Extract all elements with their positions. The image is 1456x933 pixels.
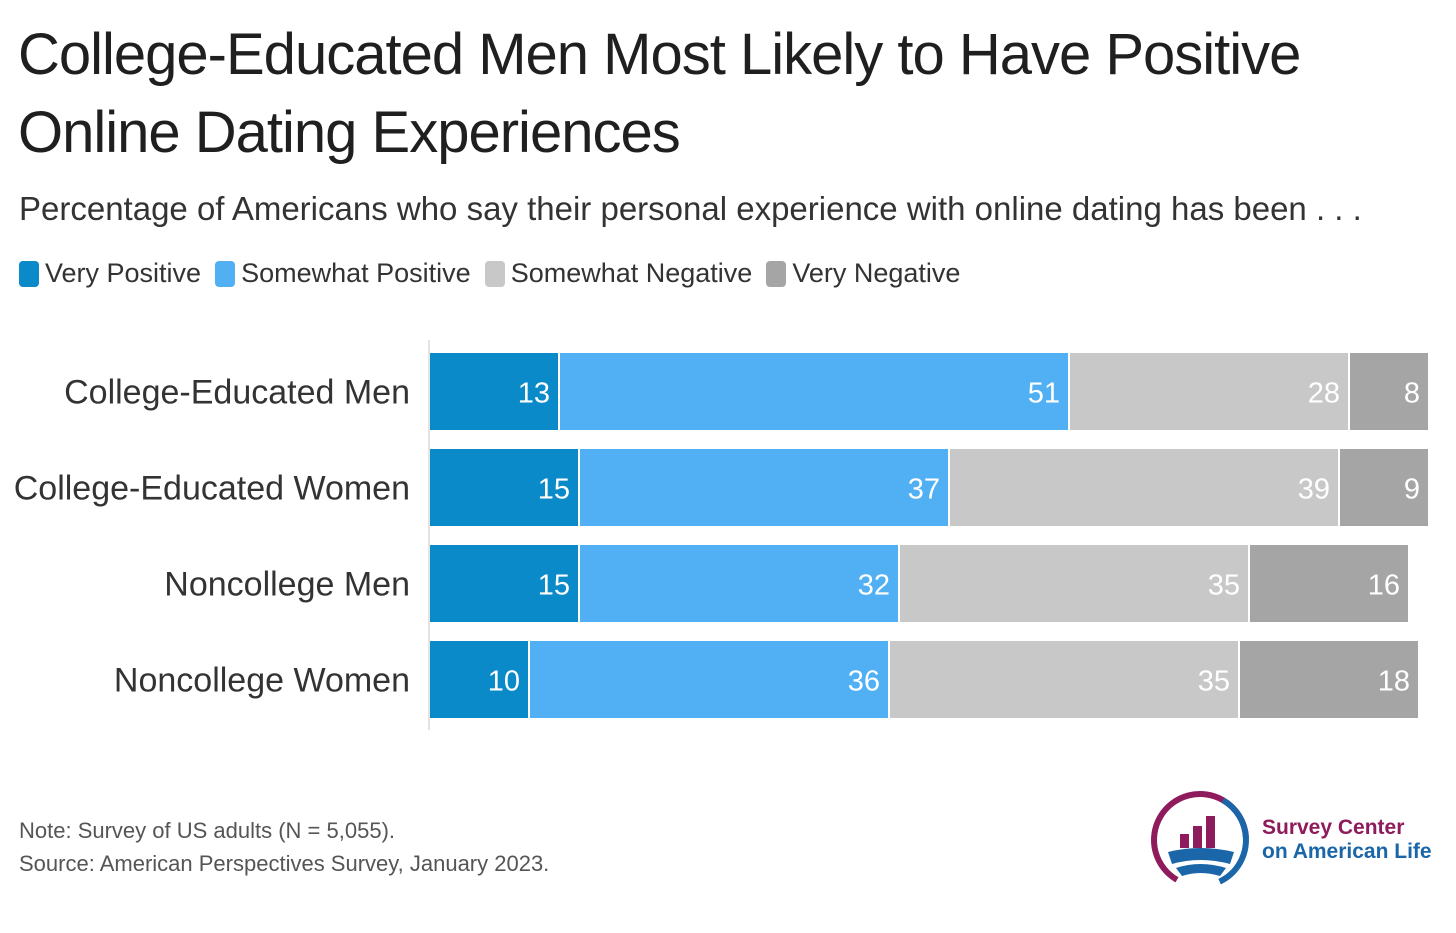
data-label-noncollege-men-somewhat-negative: 35 [1208, 570, 1240, 602]
legend-swatch-very-positive [19, 260, 39, 287]
bar-college-educated-men-very-negative [1350, 353, 1428, 430]
logo-text: Survey Center on American Life [1262, 816, 1432, 864]
bar-noncollege-women-somewhat-positive [530, 641, 888, 718]
bar-noncollege-women-very-negative [1240, 641, 1418, 718]
bar-college-educated-women-very-positive [430, 449, 578, 526]
category-label-noncollege-men: Noncollege Men [164, 566, 410, 604]
data-label-college-educated-women-very-negative: 9 [1404, 474, 1420, 506]
bar-college-educated-men-very-positive [430, 353, 558, 430]
data-label-college-educated-women-somewhat-positive: 37 [908, 474, 940, 506]
legend-label-very-negative: Very Negative [792, 258, 961, 288]
data-label-college-educated-men-very-negative: 8 [1404, 378, 1420, 410]
bar-noncollege-women-somewhat-negative [890, 641, 1238, 718]
note-text: Note: Survey of US adults (N = 5,055). [19, 818, 396, 843]
bar-college-educated-women-somewhat-negative [950, 449, 1338, 526]
bar-college-educated-women-somewhat-positive [580, 449, 948, 526]
legend: Very Positive Somewhat Positive Somewhat… [19, 258, 974, 289]
data-label-noncollege-men-very-positive: 15 [538, 570, 570, 602]
legend-swatch-very-negative [766, 260, 787, 287]
legend-swatch-somewhat-negative [484, 260, 505, 287]
legend-item-very-positive: Very Positive [19, 258, 201, 289]
bar-noncollege-men-somewhat-positive [580, 545, 898, 622]
footnote: Note: Survey of US adults (N = 5,055). S… [19, 814, 549, 880]
legend-swatch-somewhat-positive [215, 260, 236, 287]
data-label-college-educated-women-very-positive: 15 [538, 474, 570, 506]
stacked-bar-chart: College-Educated Men 13 51 28 8 College-Educa… [14, 340, 1428, 730]
bar-noncollege-men-somewhat-negative [900, 545, 1248, 622]
data-label-college-educated-men-somewhat-positive: 51 [1028, 378, 1060, 410]
survey-center-logo: Survey Center on American Life [1150, 790, 1440, 890]
source-text: Source: American Perspectives Survey, Ja… [19, 851, 550, 876]
data-label-college-educated-women-somewhat-negative: 39 [1298, 474, 1330, 506]
bar-noncollege-men-very-negative [1250, 545, 1408, 622]
category-label-college-educated-men: College-Educated Men [64, 374, 410, 412]
data-label-noncollege-men-somewhat-positive: 32 [858, 570, 890, 602]
bar-college-educated-men-somewhat-positive [560, 353, 1068, 430]
logo-line-2: on American Life [1262, 840, 1432, 863]
data-label-noncollege-women-somewhat-negative: 35 [1198, 666, 1230, 698]
bar-noncollege-men-very-positive [430, 545, 578, 622]
chart-subtitle: Percentage of Americans who say their pe… [19, 190, 1362, 227]
chart-title: College-Educated Men Most Likely to Have… [18, 22, 1301, 165]
category-label-college-educated-women: College-Educated Women [14, 470, 410, 508]
data-label-noncollege-women-very-negative: 18 [1378, 666, 1410, 698]
data-label-noncollege-men-very-negative: 16 [1368, 570, 1400, 602]
bar-college-educated-women-very-negative [1340, 449, 1428, 526]
bar-college-educated-men-somewhat-negative [1070, 353, 1348, 430]
logo-line-1: Survey Center [1262, 816, 1405, 839]
legend-item-very-negative: Very Negative [766, 258, 960, 289]
data-label-noncollege-women-somewhat-positive: 36 [848, 666, 880, 698]
legend-label-somewhat-negative: Somewhat Negative [510, 258, 753, 288]
legend-item-somewhat-negative: Somewhat Negative [484, 258, 753, 289]
bar-noncollege-women-very-positive [430, 641, 528, 718]
data-label-college-educated-men-very-positive: 13 [518, 378, 550, 410]
logo-mark-icon [1151, 791, 1249, 889]
category-label-noncollege-women: Noncollege Women [114, 662, 410, 700]
data-label-college-educated-men-somewhat-negative: 28 [1308, 378, 1340, 410]
legend-label-very-positive: Very Positive [45, 258, 202, 288]
legend-item-somewhat-positive: Somewhat Positive [215, 258, 471, 289]
data-label-noncollege-women-very-positive: 10 [488, 666, 520, 698]
legend-label-somewhat-positive: Somewhat Positive [241, 258, 471, 288]
